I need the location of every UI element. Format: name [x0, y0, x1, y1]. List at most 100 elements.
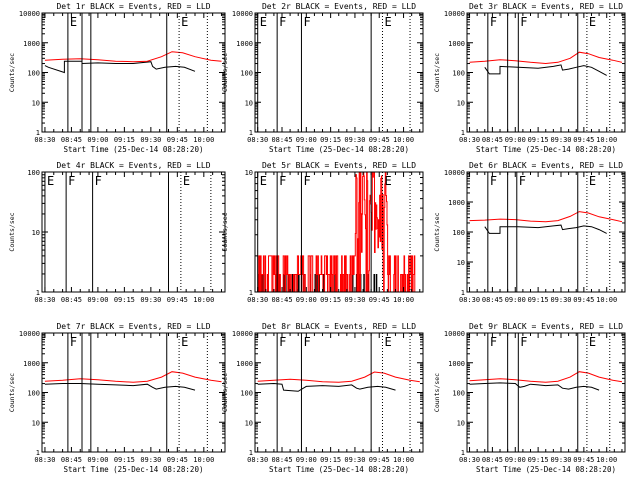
y-tick-label: 10000 — [232, 330, 253, 338]
y-axis-label: Counts/sec — [221, 53, 229, 92]
x-tick-label: 08:45 — [61, 296, 82, 304]
marker-label: F — [490, 15, 497, 29]
y-tick-label: 1 — [249, 449, 253, 457]
x-tick-label: 09:00 — [296, 136, 317, 144]
plot-frame — [254, 332, 424, 453]
marker-label: F — [303, 174, 310, 188]
y-tick-label: 100 — [452, 70, 465, 78]
series-events — [44, 60, 196, 74]
x-tick-label: 08:30 — [34, 136, 55, 144]
plot-frame — [466, 332, 626, 453]
x-tick-label: 09:30 — [550, 296, 571, 304]
panel-title: Det 4r BLACK = Events, RED = LLD — [56, 161, 210, 170]
y-axis-label: Counts/sec — [221, 373, 229, 412]
x-tick-label: 09:30 — [344, 296, 365, 304]
y-tick-label: 100 — [452, 229, 465, 237]
y-tick-label: 10000 — [19, 10, 40, 18]
x-axis-label: Start Time (25-Dec-14 08:28:20) — [269, 465, 409, 474]
x-tick-label: 09:15 — [528, 296, 549, 304]
panel-det-3: Det 3r BLACK = Events, RED = LLD F F E 1 10 10… — [433, 2, 626, 154]
series-events — [257, 382, 396, 392]
x-tick-label: 09:45 — [167, 456, 188, 464]
x-tick-label: 09:45 — [573, 296, 594, 304]
x-tick-label: 09:30 — [140, 296, 161, 304]
x-tick-label: 09:15 — [114, 136, 135, 144]
x-axis-label: Start Time (25-Dec-14 08:28:20) — [476, 145, 616, 154]
y-tick-label: 1 — [249, 289, 253, 297]
x-tick-label: 10:00 — [393, 296, 414, 304]
marker-label: E — [260, 15, 267, 29]
plot-frame — [41, 332, 226, 453]
x-tick-label: 08:30 — [459, 136, 480, 144]
marker-label: F — [490, 174, 497, 188]
x-tick-label: 10:00 — [596, 456, 617, 464]
marker-label: E — [70, 15, 77, 29]
x-tick-label: 09:30 — [550, 456, 571, 464]
y-tick-label: 1 — [249, 129, 253, 137]
x-tick-label: 09:00 — [87, 136, 108, 144]
y-tick-label: 10000 — [444, 330, 465, 338]
series-lld — [257, 172, 416, 292]
y-tick-label: 100 — [240, 390, 253, 398]
x-tick-label: 08:45 — [61, 136, 82, 144]
y-tick-label: 1000 — [23, 40, 40, 48]
x-tick-label: 08:45 — [271, 296, 292, 304]
marker-label: E — [181, 15, 188, 29]
x-tick-label: 09:00 — [296, 296, 317, 304]
x-tick-label: 08:45 — [271, 456, 292, 464]
marker-label: F — [303, 335, 310, 349]
x-tick-label: 10:00 — [393, 456, 414, 464]
y-tick-label: 1000 — [448, 360, 465, 368]
x-tick-label: 10:00 — [193, 456, 214, 464]
x-tick-label: 09:30 — [550, 136, 571, 144]
plot-frame — [254, 12, 424, 133]
x-tick-label: 09:00 — [87, 296, 108, 304]
x-tick-label: 08:45 — [482, 296, 503, 304]
y-tick-label: 10 — [32, 99, 40, 107]
series-lld — [44, 371, 222, 383]
x-tick-label: 09:45 — [167, 296, 188, 304]
x-tick-label: 09:15 — [114, 296, 135, 304]
x-tick-label: 09:45 — [369, 296, 390, 304]
panel-det-8: Det 8r BLACK = Events, RED = LLD F F E 1 10 10… — [221, 322, 424, 474]
x-tick-label: 09:45 — [573, 136, 594, 144]
panel-title: Det 8r BLACK = Events, RED = LLD — [262, 322, 416, 331]
y-tick-label: 1000 — [23, 360, 40, 368]
x-tick-label: 10:00 — [596, 136, 617, 144]
x-tick-label: 09:15 — [114, 456, 135, 464]
x-tick-label: 08:30 — [34, 456, 55, 464]
panel-det-9: Det 9r BLACK = Events, RED = LLD F F E 1 10 10… — [433, 322, 626, 474]
panel-det-6: Det 6r BLACK = Events, RED = LLD F F E 1 10 10… — [433, 161, 626, 304]
marker-label: E — [384, 335, 391, 349]
panel-title: Det 6r BLACK = Events, RED = LLD — [469, 161, 623, 170]
x-tick-label: 09:45 — [369, 456, 390, 464]
marker-label: F — [279, 174, 286, 188]
y-tick-label: 1 — [36, 449, 40, 457]
x-tick-label: 08:45 — [482, 136, 503, 144]
x-tick-label: 09:15 — [320, 456, 341, 464]
y-tick-label: 10 — [457, 259, 465, 267]
marker-label: E — [384, 15, 391, 29]
marker-label: E — [589, 15, 596, 29]
y-axis-label: Counts/sec — [433, 373, 441, 412]
marker-label: E — [589, 335, 596, 349]
x-tick-label: 09:45 — [573, 456, 594, 464]
series-events — [469, 382, 600, 391]
x-tick-label: 09:00 — [505, 296, 526, 304]
series-lld — [469, 371, 623, 383]
y-axis-label: Counts/sec — [433, 212, 441, 251]
x-tick-label: 09:30 — [140, 456, 161, 464]
y-tick-label: 10000 — [444, 10, 465, 18]
y-tick-label: 1 — [36, 129, 40, 137]
panel-title: Det 2r BLACK = Events, RED = LLD — [262, 2, 416, 11]
x-axis-label: Start Time (25-Dec-14 08:28:20) — [476, 465, 616, 474]
y-tick-label: 1000 — [236, 360, 253, 368]
